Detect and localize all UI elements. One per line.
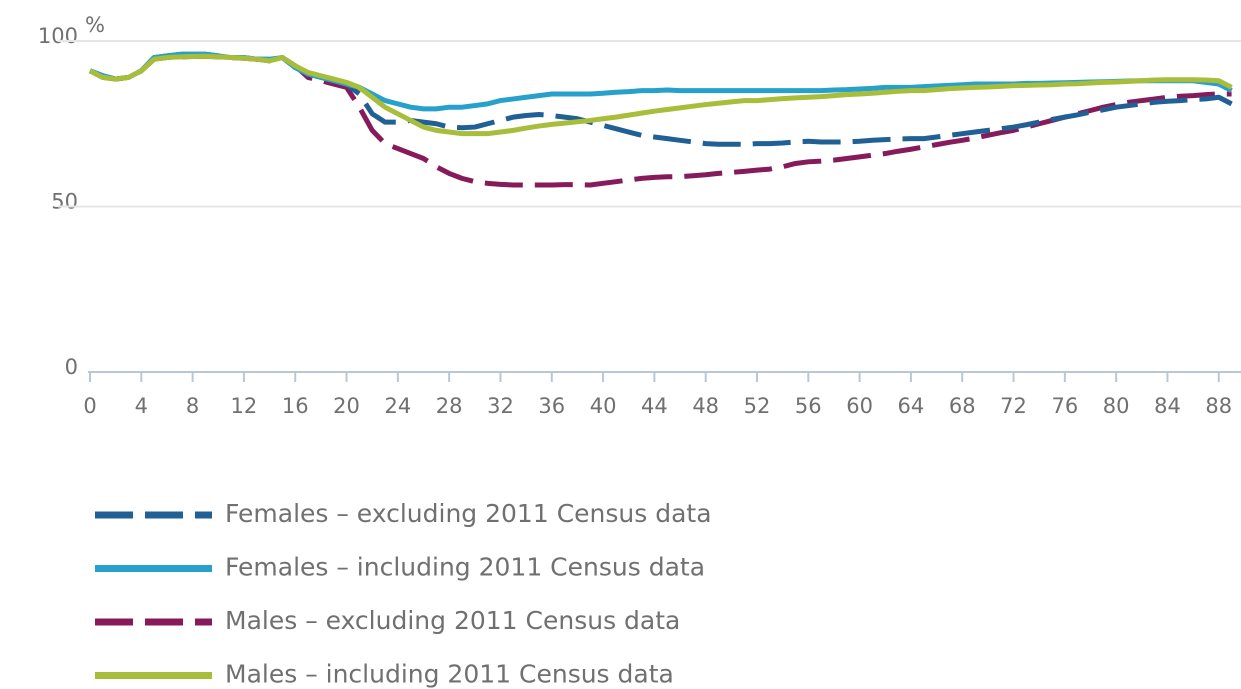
x-tick-label: 16 [282, 394, 309, 418]
x-tick-label: 68 [949, 394, 976, 418]
y-tick-label: 50 [51, 190, 78, 214]
x-tick-label: 80 [1103, 394, 1130, 418]
x-tick-label: 48 [692, 394, 719, 418]
x-tick-label: 36 [538, 394, 565, 418]
x-tick-label: 40 [590, 394, 617, 418]
x-tick-label: 0 [83, 394, 96, 418]
x-tick-label: 88 [1205, 394, 1232, 418]
x-tick-label: 84 [1154, 394, 1181, 418]
y-tick-label: 0 [65, 355, 78, 379]
x-tick-label: 4 [135, 394, 148, 418]
legend-label: Males – excluding 2011 Census data [225, 606, 680, 635]
legend-label: Females – excluding 2011 Census data [225, 499, 712, 528]
series-line [88, 53, 1232, 188]
x-tick-label: 32 [487, 394, 514, 418]
x-tick-label: 24 [384, 394, 411, 418]
legend-label: Males – including 2011 Census data [225, 660, 674, 689]
x-tick-label: 56 [795, 394, 822, 418]
x-tick-label: 12 [231, 394, 258, 418]
x-tick-label: 64 [898, 394, 925, 418]
series-line [89, 51, 1233, 112]
x-tick-label: 52 [744, 394, 771, 418]
x-tick-label: 28 [436, 394, 463, 418]
x-tick-label: 72 [1000, 394, 1027, 418]
x-tick-label: 60 [846, 394, 873, 418]
series-line [89, 51, 1233, 147]
legend-label: Females – including 2011 Census data [225, 553, 705, 582]
series-line [88, 53, 1233, 137]
x-tick-label: 76 [1051, 394, 1078, 418]
x-tick-label: 20 [333, 394, 360, 418]
y-axis-label: % [85, 13, 105, 37]
x-tick-label: 44 [641, 394, 668, 418]
y-tick-label: 100 [38, 24, 78, 48]
x-tick-label: 8 [186, 394, 199, 418]
